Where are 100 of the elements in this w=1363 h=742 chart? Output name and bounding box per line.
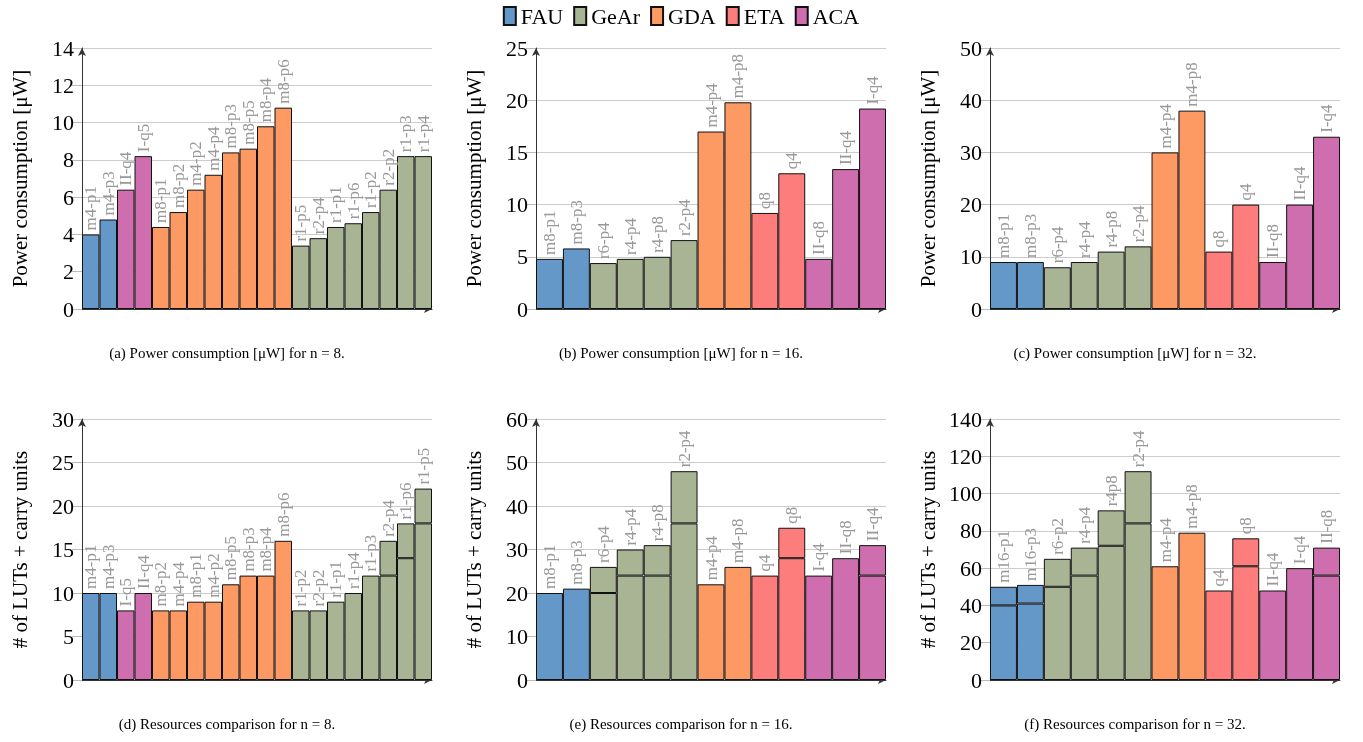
y-tick-label: 15: [506, 139, 528, 165]
y-tick-label: 60: [960, 555, 982, 581]
category-label: m8-p1: [539, 210, 559, 255]
y-tick-label: 5: [63, 624, 74, 649]
y-tick-label: 20: [52, 493, 74, 519]
category-label: m8-p3: [566, 200, 586, 245]
y-tick-label: 10: [52, 110, 74, 136]
category-label: m8-p1: [539, 544, 559, 589]
category-label: m4-p1: [81, 544, 101, 589]
category-label: r4p8: [1101, 475, 1121, 507]
category-label: q8: [1236, 517, 1256, 535]
y-tick-label: 40: [960, 592, 982, 618]
y-tick-label: 30: [506, 537, 528, 562]
y-tick-label: 14: [52, 35, 74, 61]
y-tick-label: 50: [506, 450, 528, 475]
y-tick-label: 20: [506, 580, 528, 606]
y-tick-label: 50: [960, 35, 982, 61]
category-label: m4-p8: [728, 53, 748, 99]
category-label: r6-p4: [593, 526, 613, 563]
text: (c) Power consumption [μW] for n = 32.: [1013, 344, 1257, 362]
category-label: q8: [755, 191, 775, 209]
category-label: I-q4: [1317, 104, 1337, 133]
y-tick-label: 25: [506, 35, 528, 61]
category-label: r6-p4: [1047, 226, 1067, 264]
category-label: r2-p4: [674, 430, 694, 468]
y-tick-label: 30: [960, 139, 982, 165]
category-label: r4-p8: [647, 215, 667, 253]
y-tick-label: 0: [63, 667, 74, 693]
text: (d) Resources comparison for n = 8.: [118, 715, 336, 733]
category-label: m8-p6: [273, 492, 293, 537]
category-label: m8-p1: [993, 213, 1013, 259]
category-label: II-q8: [1263, 224, 1283, 259]
category-label: q4: [1209, 569, 1229, 587]
category-label: II-q8: [809, 220, 829, 255]
text: (a) Power consumption [μW] for n = 8.: [109, 344, 345, 362]
category-label: m4-p4: [1155, 104, 1175, 149]
y-tick-label: 12: [52, 72, 74, 98]
y-tick-label: 60: [506, 406, 528, 432]
category-label: q8: [1209, 230, 1229, 248]
category-label: m4-p1: [81, 186, 101, 231]
y-axis-title: # of LUTs + carry units: [7, 450, 32, 649]
category-label: r2-p4: [1128, 430, 1148, 468]
y-tick-label: 6: [63, 184, 74, 210]
y-tick-label: 10: [506, 192, 528, 218]
category-label: II-q4: [863, 507, 883, 542]
y-tick-label: 0: [63, 296, 74, 322]
category-label: m4-p4: [1155, 517, 1175, 563]
category-label: m8-p3: [566, 540, 586, 585]
category-label: r4-p4: [620, 508, 640, 546]
y-tick-label: 140: [949, 406, 982, 432]
category-label: r2-p4: [674, 199, 694, 237]
category-label: I-q4: [863, 76, 883, 105]
category-label: r4-p8: [647, 504, 667, 542]
legend-label: FAU: [520, 3, 564, 29]
y-tick-label: 20: [506, 87, 528, 113]
category-label: r1-p5: [413, 447, 433, 485]
y-tick-label: 20: [960, 192, 982, 218]
y-tick-label: 40: [506, 493, 528, 519]
text: (b) Power consumption [μW] for n = 16.: [559, 344, 803, 362]
y-tick-label: 8: [63, 147, 74, 173]
category-label: q4: [1236, 183, 1256, 201]
y-tick-label: 100: [949, 481, 982, 507]
category-label: m8-p1: [151, 178, 171, 223]
category-label: m4-p4: [701, 83, 721, 128]
y-tick-label: 2: [63, 259, 74, 285]
category-label: q8: [782, 506, 802, 524]
text: (e) Resources comparison for n = 16.: [569, 715, 793, 733]
category-label: I-q5: [116, 578, 136, 607]
category-label: II-q4: [836, 131, 856, 166]
y-tick-label: 30: [52, 406, 74, 432]
category-label: m16-p1: [993, 529, 1013, 583]
y-tick-label: 0: [971, 296, 982, 322]
category-label: r1-p5: [291, 204, 311, 242]
category-label: m4-p4: [701, 535, 721, 581]
y-tick-label: 120: [949, 443, 982, 469]
category-label: r6-p4: [593, 222, 613, 260]
y-tick-label: 25: [52, 450, 74, 475]
category-label: r1-p3: [396, 115, 416, 153]
category-label: r2-p4: [1128, 205, 1148, 243]
category-label: r4-p8: [1101, 210, 1121, 248]
category-label: II-q4: [1263, 552, 1283, 587]
y-axis-title: Power consumption [μW]: [915, 69, 940, 288]
y-tick-label: 80: [960, 518, 982, 544]
y-tick-label: 15: [52, 537, 74, 562]
category-label: m16-p3: [1020, 528, 1040, 581]
category-label: II-q8: [836, 520, 856, 555]
y-tick-label: 40: [960, 87, 982, 113]
category-label: m4-p8: [1182, 484, 1202, 529]
category-label: r6-p2: [1047, 517, 1067, 555]
y-tick-label: 0: [517, 667, 528, 693]
y-axis-title: Power consumption [μW]: [461, 69, 486, 288]
legend-label: GDA: [668, 3, 716, 29]
y-tick-label: 5: [517, 244, 528, 270]
category-label: II-q4: [116, 151, 136, 186]
category-label: II-q4: [1290, 166, 1310, 201]
category-label: r2-p2: [378, 148, 398, 186]
category-label: I-q4: [809, 543, 829, 572]
legend-label: ACA: [812, 3, 860, 29]
category-label: I-q4: [1290, 535, 1310, 565]
y-tick-label: 10: [960, 244, 982, 270]
